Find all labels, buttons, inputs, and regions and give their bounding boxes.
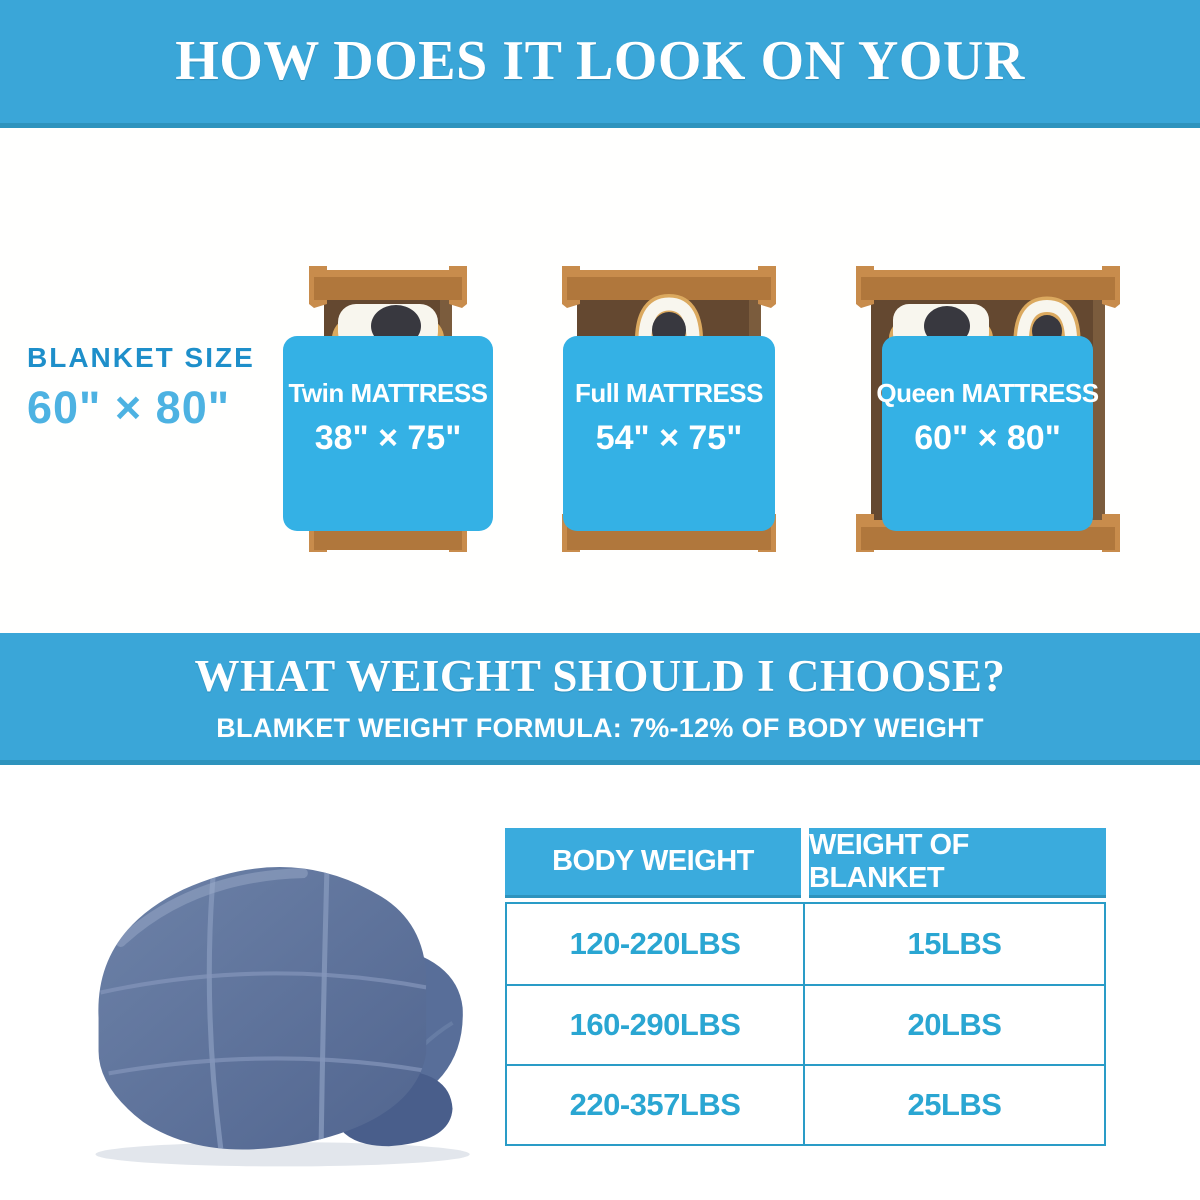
weight-banner-title: WHAT WEIGHT SHOULD I CHOOSE?: [194, 651, 1006, 701]
blanket-size-label: BLANKET SIZE 60" × 80": [27, 342, 255, 434]
full-bed-diagram: Full MATTRESS 54" × 75": [561, 258, 777, 568]
full-bed-name: Full MATTRESS: [574, 378, 764, 408]
weight-table-section: BODY WEIGHT WEIGHT OF BLANKET 120-220LBS…: [0, 765, 1200, 1200]
table-cell: 25LBS: [805, 1064, 1104, 1144]
twin-bed-diagram: Twin MATTRESS 38" × 75": [283, 258, 493, 568]
weight-banner-subtitle: BLAMKET WEIGHT FORMULA: 7%-12% OF BODY W…: [216, 713, 984, 743]
header-weight-of-blanket: WEIGHT OF BLANKET: [809, 828, 1106, 898]
table-cell: 120-220LBS: [507, 904, 805, 984]
blanket-size-caption: BLANKET SIZE: [27, 342, 255, 373]
queen-bed-diagram: Queen MATTRESS 60" × 80": [855, 258, 1121, 568]
queen-blanket-overlay: Queen MATTRESS 60" × 80": [876, 336, 1099, 531]
full-bed-size: 54" × 75": [595, 419, 743, 457]
twin-bed-size: 38" × 75": [314, 419, 462, 457]
queen-bed-size: 60" × 80": [914, 419, 1061, 457]
full-blanket-overlay: Full MATTRESS 54" × 75": [563, 336, 775, 531]
table-cell: 15LBS: [907, 926, 1002, 961]
twin-blanket-overlay: Twin MATTRESS 38" × 75": [283, 336, 493, 531]
weight-table-header: BODY WEIGHT WEIGHT OF BLANKET: [505, 828, 1106, 898]
table-cell: 20LBS: [805, 984, 1104, 1064]
weight-table: BODY WEIGHT WEIGHT OF BLANKET 120-220LBS…: [505, 828, 1106, 1146]
table-cell: 220-357LBS: [507, 1064, 805, 1144]
mattress-comparison-section: BLANKET SIZE 60" × 80" Twin MATT: [0, 128, 1200, 633]
blanket-size-value: 60" × 80": [27, 382, 231, 433]
weight-table-body: 120-220LBS 15LBS 160-290LBS 20LBS 220-35…: [505, 902, 1106, 1146]
twin-bed-name: Twin MATTRESS: [288, 378, 488, 408]
header-body-weight: BODY WEIGHT: [505, 828, 801, 898]
queen-bed-name: Queen MATTRESS: [876, 378, 1099, 408]
folded-blanket-photo: [95, 867, 470, 1167]
table-cell: 160-290LBS: [507, 984, 805, 1064]
weight-banner: WHAT WEIGHT SHOULD I CHOOSE? BLAMKET WEI…: [0, 633, 1200, 765]
top-banner: HOW DOES IT LOOK ON YOUR MATTRESS?: [0, 0, 1200, 215]
